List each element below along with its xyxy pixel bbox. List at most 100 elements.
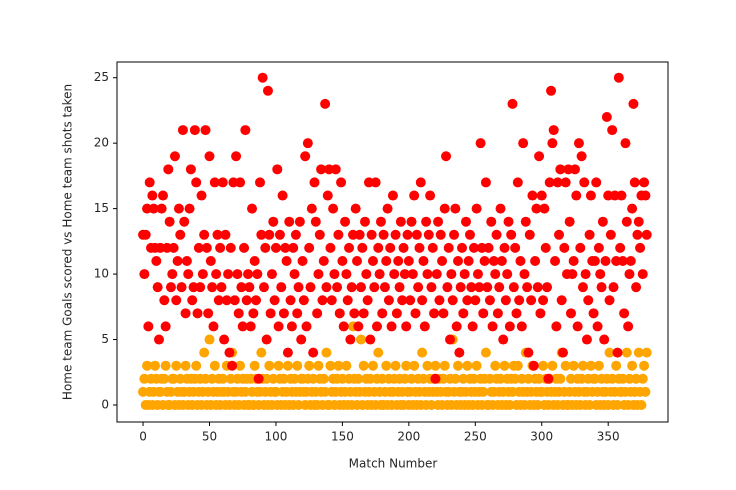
point — [584, 229, 595, 240]
point — [479, 255, 490, 266]
point — [457, 242, 468, 253]
point — [542, 282, 553, 293]
x-tick-label: 150 — [331, 430, 354, 444]
point — [620, 138, 631, 149]
point — [538, 360, 549, 371]
point — [305, 282, 316, 293]
point — [139, 269, 150, 280]
point — [320, 98, 331, 109]
point — [632, 229, 643, 240]
point — [447, 295, 458, 306]
point — [453, 360, 464, 371]
point — [407, 269, 418, 280]
point — [160, 360, 171, 371]
point — [235, 177, 246, 188]
point — [613, 72, 624, 83]
point — [212, 229, 223, 240]
point — [585, 190, 596, 201]
point — [217, 177, 228, 188]
point — [293, 282, 304, 293]
point — [423, 229, 434, 240]
point — [304, 242, 315, 253]
point — [314, 229, 325, 240]
point — [573, 138, 584, 149]
point — [422, 360, 433, 371]
point — [302, 138, 313, 149]
point — [217, 373, 228, 384]
point — [406, 216, 417, 227]
point — [441, 151, 452, 162]
point — [292, 360, 303, 371]
point — [397, 295, 408, 306]
point — [248, 308, 259, 319]
point — [321, 282, 332, 293]
point — [419, 321, 430, 332]
point — [600, 255, 611, 266]
point — [216, 282, 227, 293]
point — [504, 321, 515, 332]
point — [498, 334, 509, 345]
point — [425, 190, 436, 201]
point — [318, 255, 329, 266]
point — [507, 98, 518, 109]
point — [506, 229, 517, 240]
point — [577, 282, 588, 293]
point — [560, 360, 571, 371]
point — [353, 321, 364, 332]
point — [164, 216, 175, 227]
point — [550, 255, 561, 266]
point — [619, 308, 630, 319]
point — [616, 190, 627, 201]
point — [374, 269, 385, 280]
point — [187, 295, 198, 306]
point — [273, 321, 284, 332]
point — [520, 216, 531, 227]
point — [640, 190, 651, 201]
point — [313, 360, 324, 371]
point — [325, 242, 336, 253]
point — [340, 216, 351, 227]
point — [589, 255, 600, 266]
point — [472, 269, 483, 280]
point — [530, 255, 541, 266]
point — [422, 269, 433, 280]
point — [213, 295, 224, 306]
point — [462, 295, 473, 306]
point — [449, 229, 460, 240]
point — [179, 216, 190, 227]
point — [223, 269, 234, 280]
point — [395, 216, 406, 227]
point — [640, 386, 651, 397]
point — [160, 321, 171, 332]
point — [156, 203, 167, 214]
point — [512, 360, 523, 371]
point — [362, 295, 373, 306]
point — [367, 255, 378, 266]
point — [391, 308, 402, 319]
point — [176, 282, 187, 293]
point — [185, 164, 196, 175]
point — [460, 216, 471, 227]
x-axis-label: Match Number — [349, 457, 438, 471]
point — [405, 295, 416, 306]
point — [332, 282, 343, 293]
point — [171, 360, 182, 371]
point — [334, 308, 345, 319]
point — [438, 308, 449, 319]
point — [172, 255, 183, 266]
x-tick-label: 200 — [397, 430, 420, 444]
point — [418, 255, 429, 266]
point — [280, 242, 291, 253]
point — [269, 295, 280, 306]
point — [352, 255, 363, 266]
point — [611, 360, 622, 371]
point — [633, 216, 644, 227]
point — [338, 321, 349, 332]
point — [637, 373, 648, 384]
point — [353, 373, 364, 384]
point — [464, 229, 475, 240]
point — [543, 373, 554, 384]
point — [527, 190, 538, 201]
point — [325, 360, 336, 371]
point — [192, 308, 203, 319]
